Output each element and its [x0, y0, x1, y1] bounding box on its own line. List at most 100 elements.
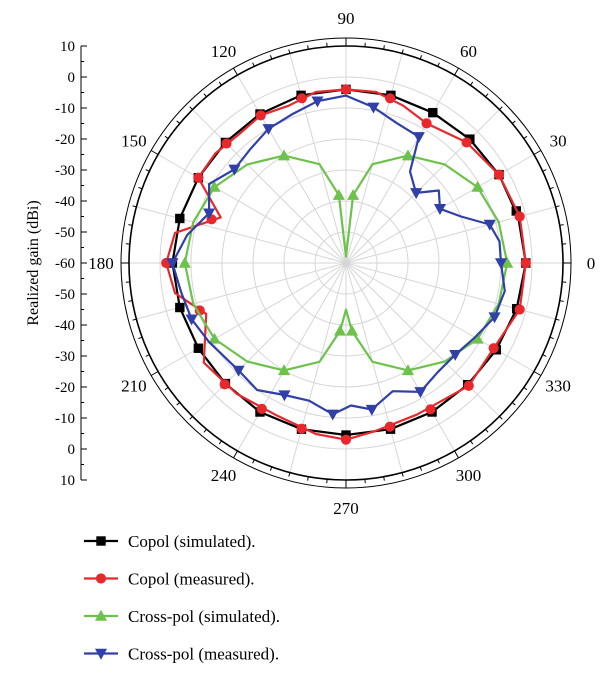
radial-tick-label: -40: [55, 194, 75, 210]
radial-tick-label: -20: [55, 132, 75, 148]
angle-tick: [151, 151, 158, 155]
legend-item: Copol (measured).: [84, 570, 255, 589]
angle-tick: [420, 55, 421, 59]
data-point: [386, 94, 395, 103]
radial-tick-label: -10: [55, 101, 75, 117]
angle-tick: [219, 82, 221, 85]
angle-tick: [138, 187, 142, 188]
data-point: [97, 537, 105, 545]
radial-tick-label: 10: [60, 473, 75, 489]
data-point: [194, 344, 202, 352]
angle-tick-label: 60: [460, 42, 477, 61]
angle-tick: [146, 355, 150, 357]
angle-tick: [165, 387, 168, 389]
radial-tick-label: -50: [55, 287, 75, 303]
angle-tick: [455, 68, 459, 75]
angle-tick: [190, 107, 193, 110]
grid-spoke: [158, 263, 346, 372]
data-point: [297, 94, 306, 103]
angle-tick: [234, 68, 238, 75]
angle-tick-label: 120: [211, 42, 237, 61]
angle-tick: [204, 429, 207, 432]
radial-tick-label: -50: [55, 225, 75, 241]
data-point: [220, 380, 229, 389]
angle-tick: [550, 187, 554, 188]
data-point: [222, 139, 231, 148]
angle-tick: [438, 460, 440, 464]
angle-tick: [128, 301, 132, 302]
data-point: [297, 424, 306, 433]
grid-spoke: [158, 155, 346, 264]
legend: Copol (simulated). Copol (measured). Cross…: [84, 532, 280, 664]
angle-tick: [420, 467, 421, 471]
data-point: [521, 258, 530, 267]
data-point: [489, 344, 498, 353]
grid-spoke: [346, 263, 534, 372]
data-point: [462, 138, 471, 147]
radial-tick-label: -60: [55, 256, 75, 272]
data-point: [279, 150, 289, 159]
angle-tick: [560, 225, 564, 226]
angle-tick: [190, 416, 193, 419]
angle-tick: [485, 94, 488, 97]
data-point: [194, 173, 203, 182]
data-point: [426, 405, 435, 414]
angle-tick: [524, 387, 527, 389]
data-point: [403, 150, 413, 159]
data-point: [367, 405, 377, 414]
angle-tick-label: 90: [338, 9, 355, 28]
data-point: [414, 133, 424, 142]
data-point: [347, 326, 357, 335]
angle-tick: [384, 45, 385, 49]
legend-item: Cross-pol (simulated).: [84, 607, 280, 626]
data-point: [176, 303, 184, 311]
angle-tick: [499, 416, 502, 419]
angle-tick: [204, 94, 207, 97]
angle-tick: [270, 467, 271, 471]
angle-tick: [543, 355, 547, 357]
angle-tick: [534, 151, 541, 155]
angle-tick-label: 300: [456, 466, 482, 485]
data-point: [385, 422, 394, 431]
data-point: [515, 305, 524, 314]
data-point: [312, 97, 322, 106]
angle-tick: [151, 372, 158, 376]
grid-spoke: [346, 263, 455, 451]
angle-tick: [308, 45, 309, 49]
legend-label: Copol (measured).: [128, 570, 255, 589]
angle-tick-label: 330: [545, 377, 571, 396]
angle-tick-label: 210: [121, 377, 147, 396]
angle-tick: [512, 121, 515, 124]
angle-tick: [534, 372, 541, 376]
data-point: [494, 170, 503, 179]
angle-tick-label: 270: [333, 499, 359, 518]
angle-tick: [146, 170, 150, 172]
data-point: [335, 326, 345, 335]
angle-tick: [219, 441, 221, 444]
data-point: [341, 85, 350, 94]
angle-tick: [128, 225, 132, 226]
angle-tick: [499, 107, 502, 110]
angle-tick: [470, 441, 472, 444]
angle-tick: [543, 170, 547, 172]
legend-item: Copol (simulated).: [84, 532, 255, 551]
angle-tick: [308, 477, 309, 481]
angle-tick: [234, 451, 238, 458]
angle-tick-label: 180: [88, 254, 114, 273]
angle-tick: [524, 136, 527, 138]
data-point: [257, 404, 266, 413]
radial-tick-label: -20: [55, 380, 75, 396]
angle-tick: [253, 63, 255, 67]
angle-tick: [512, 402, 515, 405]
legend-label: Cross-pol (simulated).: [128, 607, 280, 626]
data-point: [422, 119, 431, 128]
angle-tick-label: 150: [121, 132, 147, 151]
angle-tick: [253, 460, 255, 464]
angle-tick: [384, 477, 385, 481]
radial-tick-label: -30: [55, 163, 75, 179]
radial-tick-label: 0: [68, 442, 76, 458]
data-point: [515, 212, 524, 221]
